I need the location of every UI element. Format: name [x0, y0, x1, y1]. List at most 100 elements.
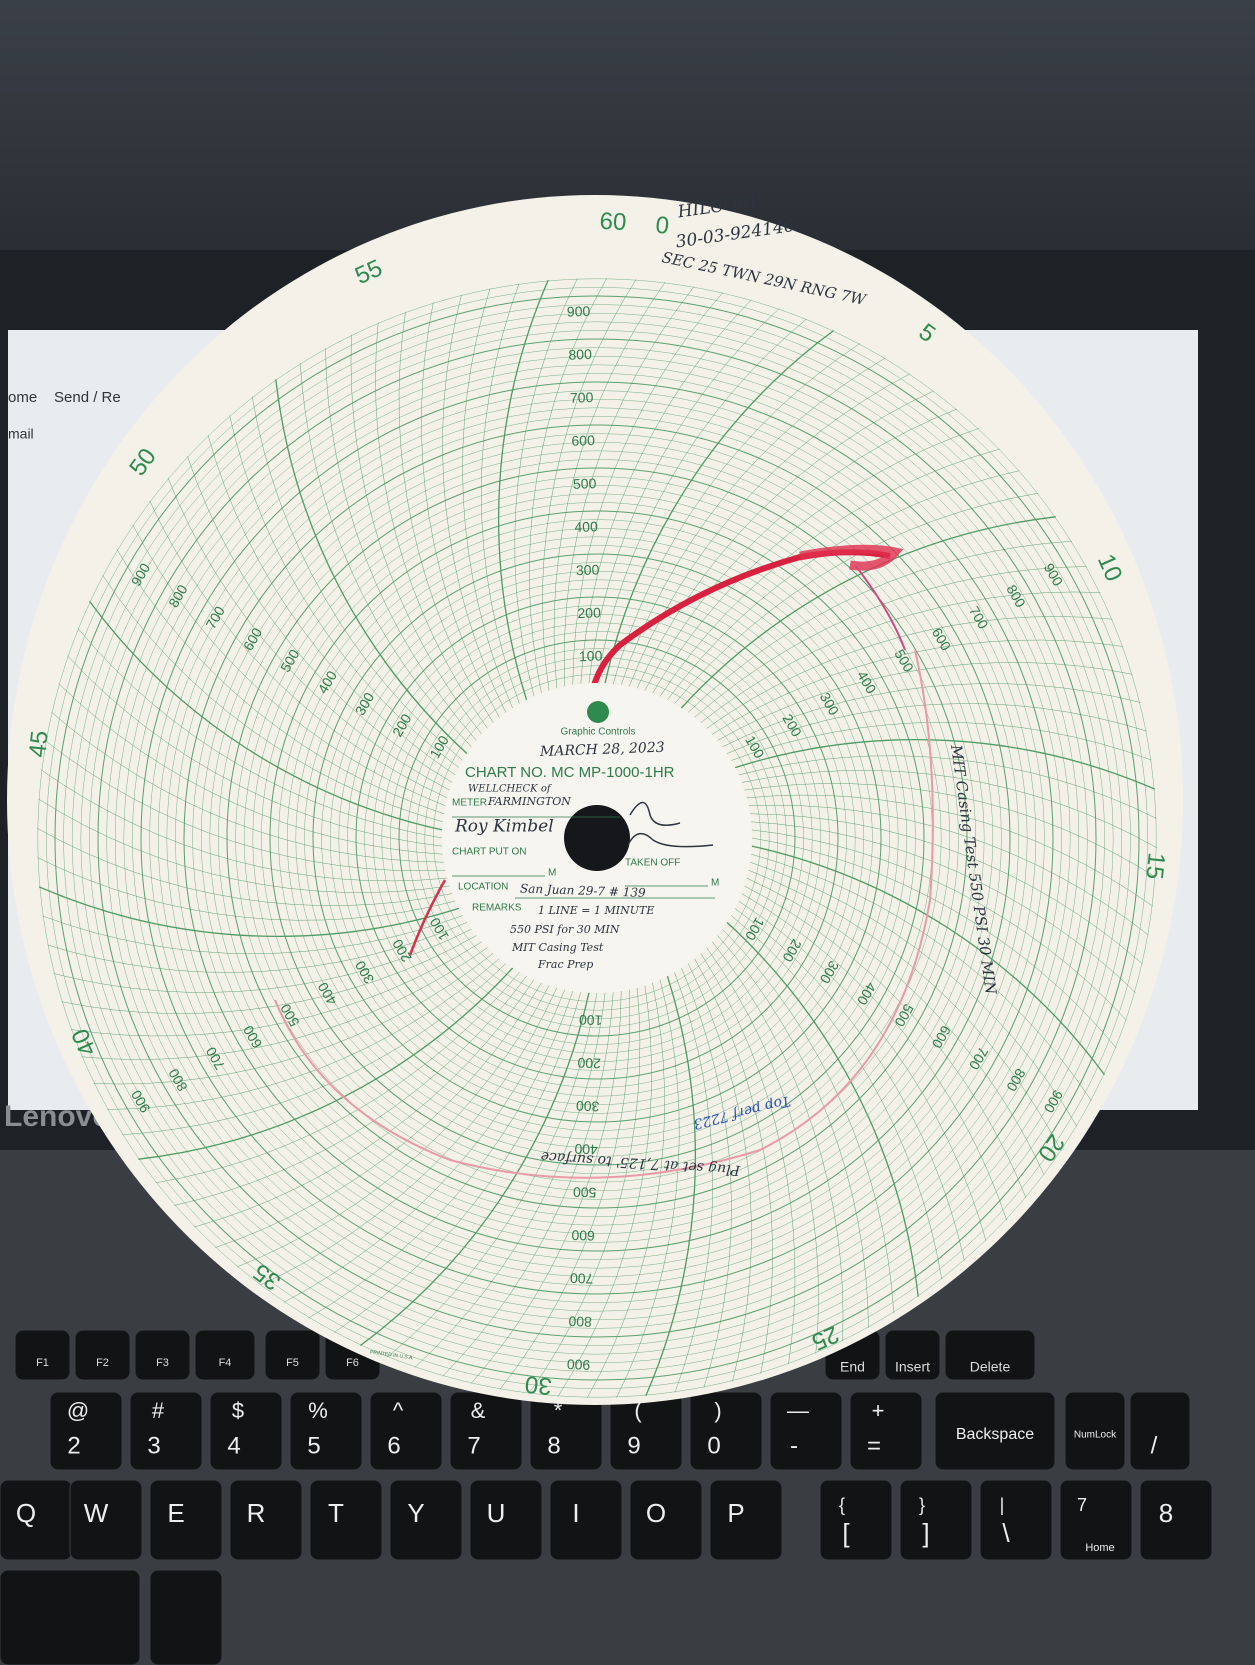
grid-ring [166, 407, 1028, 1269]
key [899, 1479, 973, 1561]
grid-ring [80, 321, 1114, 1355]
grid-time-line [751, 837, 1117, 1048]
grid-time-line [750, 813, 1143, 965]
key-label: ^ [393, 1398, 404, 1423]
grid-ring [252, 493, 942, 1183]
pressure-label: 800 [568, 1313, 592, 1330]
grid-ring [37, 278, 1157, 1398]
field-label: M [548, 868, 556, 879]
grid-time-line [333, 992, 582, 1333]
grid-time-line [596, 318, 807, 684]
key-label: F6 [346, 1357, 359, 1369]
key-label: $ [232, 1398, 244, 1423]
chart-paper: 60 05101520253035404550551002003004005006… [7, 191, 1183, 1405]
pen-trace-heavy [799, 544, 904, 571]
grid-time-line [174, 975, 527, 1206]
grid-ring [149, 390, 1045, 1286]
grid-time-line [88, 600, 443, 831]
key [74, 1329, 131, 1381]
grid-ring [140, 381, 1054, 1295]
grid-time-line [734, 908, 965, 1261]
grid-time-line [132, 524, 446, 807]
key [0, 1569, 141, 1665]
grid-time-line [207, 435, 456, 776]
key [1059, 1479, 1133, 1561]
field-label: REMARKS [472, 903, 522, 914]
key [934, 1391, 1056, 1471]
grid-ring [218, 459, 976, 1217]
key-label: 3 [147, 1432, 160, 1459]
pressure-label: 700 [570, 389, 594, 406]
grid-time-line [741, 770, 1158, 848]
key-label: Q [16, 1498, 36, 1528]
key-label: 4 [227, 1432, 240, 1459]
grid-ring [158, 399, 1036, 1277]
grid-time-line [275, 379, 468, 755]
key-label: & [471, 1398, 486, 1423]
grid-time-line [726, 703, 1147, 754]
key-label: F1 [36, 1357, 49, 1369]
key-label: % [308, 1398, 328, 1423]
grid-time-line [628, 373, 911, 687]
grid-ring [381, 622, 813, 1054]
grid-ring [226, 467, 968, 1209]
pressure-label: 200 [577, 604, 601, 621]
key [469, 1479, 543, 1561]
pen-trace [854, 564, 906, 651]
grid-time-line [499, 989, 630, 1390]
grid-time-line [325, 348, 477, 741]
pressure-label: 900 [566, 1356, 590, 1373]
key-label: \ [1002, 1518, 1010, 1548]
key [769, 1391, 843, 1471]
grid-ring [287, 528, 907, 1148]
chart-number: CHART NO. MC MP-1000-1HR [465, 764, 675, 781]
pressure-label: 100 [578, 1012, 602, 1029]
grid-time-line [741, 893, 1007, 1220]
pressure-label: 500 [572, 1184, 596, 1201]
handwriting: San Juan 29-7 # 139 [520, 882, 646, 900]
grid-time-line [572, 292, 724, 685]
field-label: CHART PUT ON [452, 847, 526, 858]
grid-time-line [700, 591, 1101, 723]
grid-time-line [751, 821, 1136, 993]
pressure-label: 600 [571, 432, 595, 449]
grid-time-line [587, 982, 665, 1399]
grid-time-line [722, 683, 1141, 748]
key-label: Home [1085, 1542, 1114, 1554]
grid-time-line [36, 828, 453, 906]
handwriting: Roy Kimbel [454, 817, 554, 837]
grid-time-line [481, 283, 520, 704]
grid-time-line [462, 288, 513, 709]
grid-time-line [557, 985, 652, 1397]
grid-time-line [712, 639, 1124, 735]
grid-ring [106, 347, 1088, 1329]
grid-time-line [251, 396, 463, 761]
key-label: Insert [895, 1359, 930, 1375]
handwriting: MARCH 28, 2023 [539, 740, 665, 760]
key [49, 1391, 123, 1471]
grid-time-line [42, 915, 463, 954]
grid-ring [347, 588, 847, 1088]
key [944, 1329, 1036, 1381]
grid-ring [338, 579, 856, 1097]
grid-ring [209, 450, 985, 1226]
grid-time-line [61, 935, 477, 1014]
grid-ring [312, 553, 882, 1123]
key-label: { [839, 1495, 845, 1515]
grid-ring [244, 485, 950, 1191]
grid-time-line [47, 922, 468, 973]
key-label: | [1000, 1495, 1005, 1515]
grid-time-line [70, 941, 482, 1037]
key-label: ] [922, 1518, 929, 1548]
grid-time-line [744, 885, 1027, 1199]
grid-time-line [37, 857, 456, 921]
grid-time-line [687, 540, 1072, 713]
key-label: ( [634, 1398, 642, 1423]
grid-time-line [750, 861, 1078, 1127]
grid-time-line [751, 829, 1127, 1021]
grid-time-line [229, 415, 460, 768]
grid-ring [46, 287, 1148, 1389]
field-label: METER [452, 798, 487, 809]
screen-tab: ome [8, 389, 37, 406]
key [309, 1479, 383, 1561]
